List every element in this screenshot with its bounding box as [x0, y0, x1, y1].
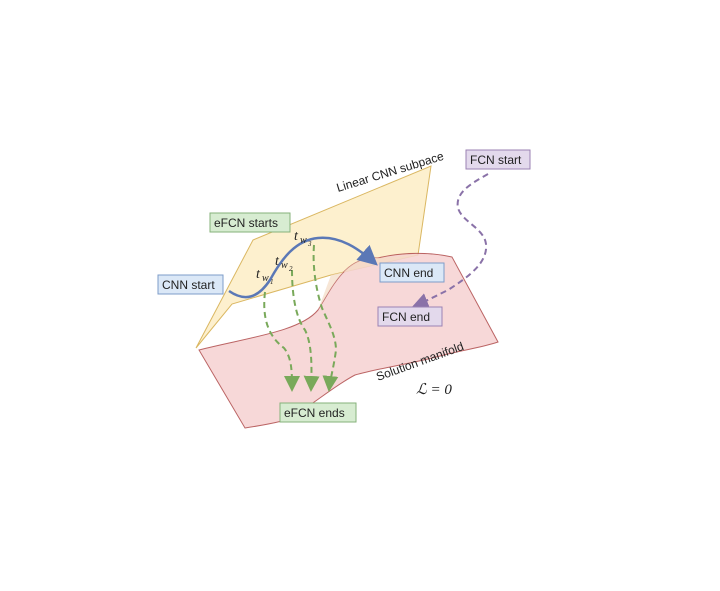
time-label-1: t w 1 [256, 267, 274, 286]
svg-text:CNN start: CNN start [162, 278, 215, 292]
efcn-trajectory-1 [263, 291, 300, 392]
fcn-end-box: FCN end [377, 306, 443, 327]
svg-text:2: 2 [289, 265, 293, 273]
svg-text:t: t [275, 254, 280, 269]
loss-label: ℒ = 0 [416, 382, 452, 398]
cnn-end-box: CNN end [379, 262, 445, 283]
efcn-trajectory-2 [291, 269, 320, 392]
plane-manifold-overlap [318, 255, 418, 310]
svg-text:eFCN starts: eFCN starts [214, 216, 278, 230]
svg-text:t: t [256, 267, 261, 282]
time-label-3: t w 3 [294, 229, 312, 248]
svg-text:w: w [262, 273, 269, 284]
fcn-trajectory [412, 173, 489, 309]
svg-text:FCN start: FCN start [470, 153, 522, 167]
fcn-start-box: FCN start [465, 149, 531, 170]
cnn-trajectory [228, 236, 378, 299]
svg-text:eFCN ends: eFCN ends [284, 406, 345, 420]
svg-text:1: 1 [270, 278, 274, 286]
svg-text:w: w [300, 235, 307, 246]
svg-text:w: w [281, 260, 288, 271]
svg-text:FCN end: FCN end [382, 310, 430, 324]
efcn-starts-box: eFCN starts [209, 212, 291, 233]
svg-text:CNN end: CNN end [384, 266, 433, 280]
efcn-trajectory-3 [312, 244, 339, 392]
time-label-2: t w 2 [275, 254, 293, 273]
cnn-start-box: CNN start [157, 274, 224, 295]
efcn-ends-box: eFCN ends [279, 402, 357, 423]
svg-text:3: 3 [307, 240, 312, 248]
svg-text:t: t [294, 229, 299, 244]
